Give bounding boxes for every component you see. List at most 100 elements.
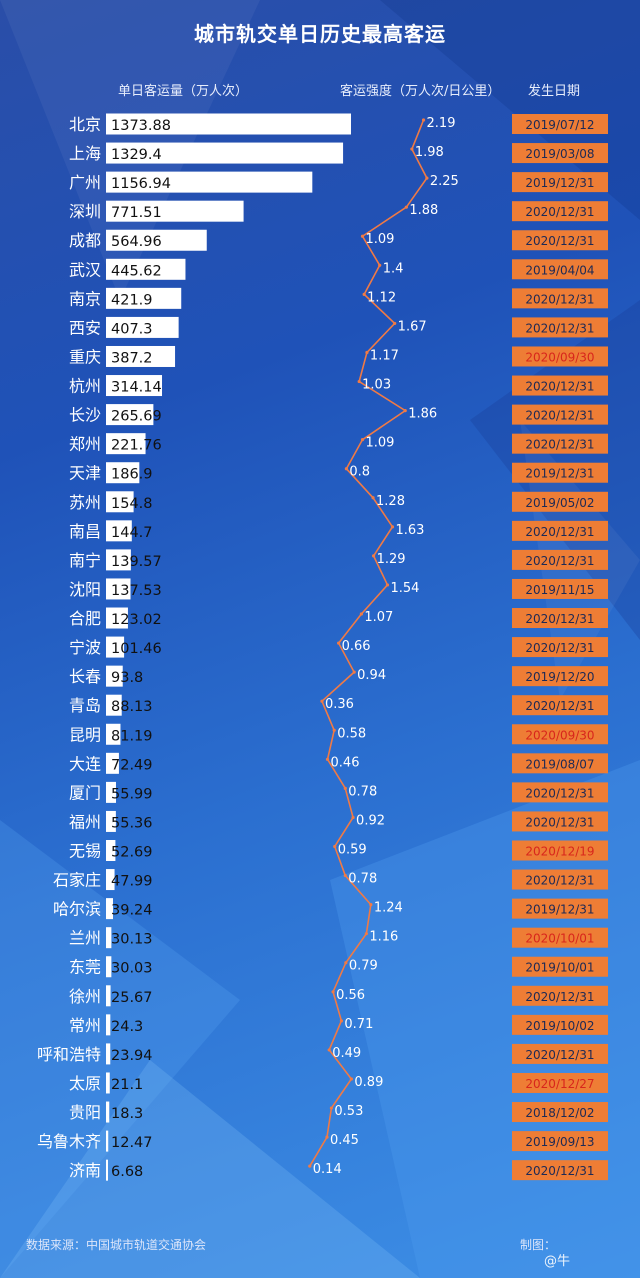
date-box	[512, 549, 608, 570]
date-label: 2020/12/31	[525, 1164, 594, 1178]
intensity-value-label: 1.03	[362, 378, 391, 393]
intensity-value-label: 1.29	[377, 552, 406, 567]
volume-value-label: 6.68	[111, 1164, 143, 1180]
volume-bar	[106, 520, 132, 542]
city-label: 杭州	[69, 377, 101, 396]
volume-value-label: 55.36	[111, 815, 153, 831]
date-label: 2020/12/31	[525, 292, 594, 306]
date-box	[512, 753, 608, 774]
volume-value-label: 265.69	[111, 409, 162, 425]
date-box	[512, 898, 608, 919]
date-label: 2019/09/13	[525, 1135, 594, 1149]
volume-bar	[106, 840, 116, 861]
intensity-point	[404, 205, 408, 209]
city-label: 贵阳	[69, 1103, 101, 1122]
volume-bar	[106, 1043, 111, 1065]
date-label: 2020/12/31	[525, 1048, 594, 1062]
intensity-point	[369, 903, 373, 907]
intensity-point	[378, 263, 382, 267]
intensity-value-label: 0.8	[349, 465, 370, 480]
chart-credit: 制图：	[520, 1238, 557, 1252]
intensity-value-label: 1.28	[376, 494, 405, 509]
volume-bar	[106, 229, 207, 251]
intensity-value-label: 1.16	[369, 930, 398, 945]
volume-value-label: 47.99	[111, 874, 153, 890]
date-box	[512, 578, 608, 599]
city-label: 南昌	[69, 522, 101, 541]
intensity-point	[365, 350, 369, 355]
city-label: 福州	[69, 812, 101, 831]
volume-bar	[106, 869, 115, 891]
date-label: 2020/12/31	[525, 641, 594, 655]
intensity-point	[333, 844, 337, 849]
intensity-value-label: 1.63	[395, 523, 424, 538]
intensity-point	[403, 409, 407, 413]
volume-value-label: 72.49	[111, 757, 153, 773]
city-label: 苏州	[69, 493, 101, 512]
intensity-point	[421, 118, 426, 122]
city-label: 广州	[69, 173, 101, 192]
intensity-column-header: 客运强度（万人次/日公里）	[340, 84, 501, 99]
date-box	[512, 288, 608, 309]
date-box	[512, 1043, 608, 1064]
volume-bar	[106, 898, 113, 920]
intensity-value-label: 0.53	[334, 1104, 363, 1119]
intensity-value-label: 1.88	[409, 203, 438, 218]
intensity-point	[343, 786, 347, 790]
intensity-point	[371, 554, 376, 558]
intensity-point	[320, 699, 324, 703]
city-label: 昆明	[69, 725, 101, 744]
date-box	[512, 956, 608, 977]
volume-bar	[106, 956, 112, 978]
city-label: 沈阳	[69, 580, 101, 599]
city-label: 南宁	[69, 551, 101, 570]
date-label: 2019/08/07	[525, 757, 594, 771]
date-box	[512, 608, 608, 629]
date-label: 2019/12/31	[525, 176, 594, 190]
volume-value-label: 12.47	[111, 1135, 153, 1151]
date-box	[512, 1102, 608, 1123]
volume-value-label: 186.9	[111, 467, 153, 483]
city-label: 南京	[69, 289, 101, 308]
volume-bar	[106, 113, 351, 135]
date-label: 2020/12/31	[525, 874, 594, 888]
intensity-point	[385, 583, 390, 587]
date-label: 2020/12/31	[525, 438, 594, 452]
intensity-value-label: 0.49	[332, 1046, 361, 1061]
date-label: 2019/10/02	[525, 1019, 594, 1033]
date-box	[512, 1072, 608, 1093]
date-label: 2019/07/12	[525, 118, 594, 132]
volume-bar	[106, 142, 344, 164]
intensity-point	[425, 176, 429, 180]
volume-bar	[106, 1159, 108, 1181]
date-box	[512, 375, 608, 396]
intensity-point	[352, 670, 356, 674]
city-label: 宁波	[69, 638, 101, 657]
volume-value-label: 24.3	[111, 1019, 143, 1035]
date-label: 2020/12/31	[525, 205, 594, 219]
watermark-text: @牛	[544, 1254, 571, 1269]
intensity-value-label: 0.58	[337, 726, 366, 741]
intensity-value-label: 2.25	[430, 174, 459, 189]
intensity-point	[351, 815, 355, 820]
intensity-value-label: 1.17	[370, 348, 399, 363]
city-label: 长沙	[69, 406, 101, 425]
intensity-value-label: 1.4	[383, 261, 404, 276]
date-box	[512, 346, 608, 367]
intensity-value-label: 0.14	[313, 1162, 342, 1177]
volume-bar	[106, 578, 131, 600]
city-label: 上海	[69, 144, 101, 163]
city-label: 长春	[69, 667, 101, 686]
intensity-point	[359, 612, 363, 616]
intensity-value-label: 0.89	[354, 1075, 383, 1090]
date-label: 2019/12/20	[525, 670, 594, 684]
date-box	[512, 869, 608, 890]
intensity-value-label: 0.66	[342, 639, 371, 654]
data-source-note: 数据来源：中国城市轨道交通协会	[26, 1238, 207, 1252]
city-label: 青岛	[69, 696, 101, 715]
volume-value-label: 564.96	[111, 234, 162, 250]
volume-bar	[106, 927, 112, 949]
date-box	[512, 811, 608, 832]
intensity-point	[349, 1077, 353, 1081]
volume-bar	[106, 694, 122, 716]
